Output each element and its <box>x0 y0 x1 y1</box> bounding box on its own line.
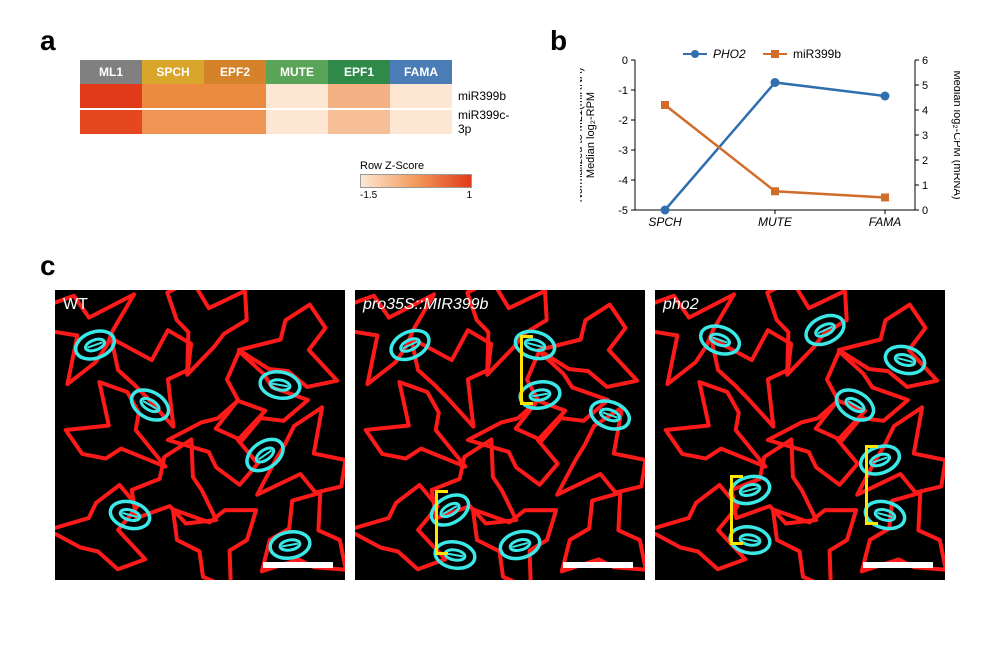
svg-text:4: 4 <box>922 105 928 117</box>
micrograph-label: pho2 <box>663 296 699 314</box>
heatmap-cell <box>266 84 328 108</box>
svg-text:-3: -3 <box>618 145 628 157</box>
scale-bar <box>563 562 633 568</box>
panel-a-heatmap: ML1SPCHEPF2MUTEEPF1FAMA miR399bmiR399c-3… <box>80 60 500 136</box>
heatmap-row-label: miR399b <box>458 89 506 103</box>
heatmap-cell <box>80 110 142 134</box>
panel-c-micrographs: WT pro35S::MIR399b pho2 <box>55 290 945 580</box>
heatmap-col-header: EPF1 <box>328 60 390 84</box>
svg-text:SPCH: SPCH <box>648 215 682 229</box>
svg-text:MUTE: MUTE <box>758 215 793 229</box>
svg-text:FAMA: FAMA <box>869 215 901 229</box>
heatmap-col-header: EPF2 <box>204 60 266 84</box>
panel-b-chart: -5 -4 -3 -2 -1 0 0 1 2 3 4 5 6 SPCH MUTE FAMA PHO2 miR399… <box>580 40 960 240</box>
heatmap-rows: miR399bmiR399c-3p <box>80 84 500 136</box>
heatmap-col-header: MUTE <box>266 60 328 84</box>
colorbar-max: 1 <box>466 190 472 201</box>
svg-text:-2: -2 <box>618 115 628 127</box>
svg-text:1: 1 <box>922 180 928 192</box>
heatmap-row-label: miR399c-3p <box>458 108 509 136</box>
svg-text:Median log₂-CPM (mRNA): Median log₂-CPM (mRNA) <box>951 71 960 200</box>
colorbar-gradient <box>360 174 472 188</box>
svg-text:-1: -1 <box>618 85 628 97</box>
heatmap-row <box>80 84 452 108</box>
cluster-bracket <box>730 475 733 545</box>
svg-text:Normalized to ML1(miRNA): Normalized to ML1(miRNA) <box>580 68 585 202</box>
heatmap-row-wrap: miR399c-3p <box>80 108 500 136</box>
colorbar: Row Z-Score -1.5 1 <box>360 160 472 201</box>
heatmap-cell <box>328 110 390 134</box>
heatmap-cell <box>390 110 452 134</box>
svg-text:PHO2: PHO2 <box>713 47 746 61</box>
colorbar-ticks: -1.5 1 <box>360 190 472 201</box>
line-chart-svg: -5 -4 -3 -2 -1 0 0 1 2 3 4 5 6 SPCH MUTE FAMA PHO2 miR399… <box>580 40 960 240</box>
cluster-bracket <box>520 335 523 405</box>
colorbar-min: -1.5 <box>360 190 377 201</box>
micrograph: pro35S::MIR399b <box>355 290 645 580</box>
heatmap-cell <box>80 84 142 108</box>
panel-a-label: a <box>40 25 56 57</box>
svg-text:0: 0 <box>622 55 628 67</box>
micrograph-label: WT <box>63 296 88 314</box>
heatmap-col-header: SPCH <box>142 60 204 84</box>
heatmap-row <box>80 110 452 134</box>
heatmap-col-header: FAMA <box>390 60 452 84</box>
micrograph: pho2 <box>655 290 945 580</box>
svg-text:5: 5 <box>922 80 928 92</box>
svg-text:Median log₂-RPM: Median log₂-RPM <box>585 92 597 178</box>
heatmap-cell <box>204 84 266 108</box>
heatmap-cell <box>266 110 328 134</box>
micrograph: WT <box>55 290 345 580</box>
svg-text:3: 3 <box>922 130 928 142</box>
figure: a ML1SPCHEPF2MUTEEPF1FAMA miR399bmiR399c… <box>20 20 980 628</box>
panel-c-label: c <box>40 250 56 282</box>
heatmap-cell <box>142 110 204 134</box>
cluster-bracket <box>865 445 868 525</box>
svg-text:-4: -4 <box>618 175 628 187</box>
panel-b-label: b <box>550 25 567 57</box>
svg-text:miR399b: miR399b <box>793 47 841 61</box>
micrograph-label: pro35S::MIR399b <box>363 296 488 314</box>
heatmap-cell <box>390 84 452 108</box>
colorbar-title: Row Z-Score <box>360 160 472 172</box>
svg-text:0: 0 <box>922 205 928 217</box>
heatmap-cell <box>204 110 266 134</box>
heatmap-cell <box>142 84 204 108</box>
heatmap-col-header: ML1 <box>80 60 142 84</box>
scale-bar <box>263 562 333 568</box>
cluster-bracket <box>435 490 438 555</box>
heatmap-row-wrap: miR399b <box>80 84 500 108</box>
scale-bar <box>863 562 933 568</box>
svg-text:2: 2 <box>922 155 928 167</box>
heatmap-cell <box>328 84 390 108</box>
heatmap-header: ML1SPCHEPF2MUTEEPF1FAMA <box>80 60 500 84</box>
svg-text:6: 6 <box>922 55 928 67</box>
svg-text:-5: -5 <box>618 205 628 217</box>
